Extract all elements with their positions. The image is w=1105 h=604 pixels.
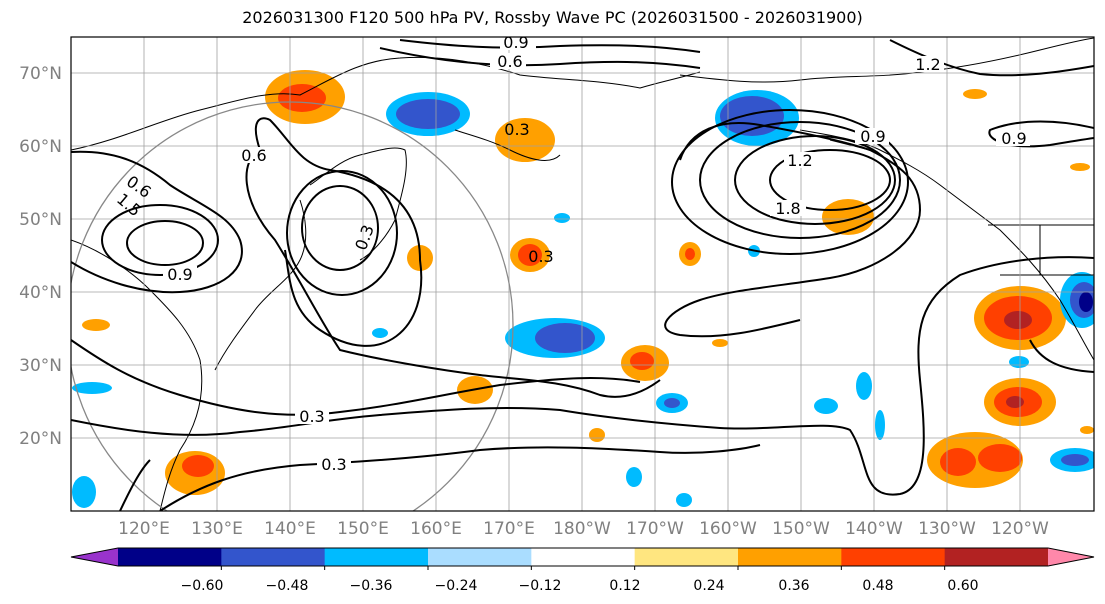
contour-label: 1.8: [775, 199, 800, 218]
influence-circle: [71, 101, 514, 511]
lat-label: 20°N: [19, 429, 62, 449]
colorbar-extend-high: [1048, 548, 1094, 566]
lat-label: 30°N: [19, 356, 62, 376]
lat-label: 70°N: [19, 64, 62, 84]
lat-label: 40°N: [19, 283, 62, 303]
contour-label: 0.6: [497, 52, 522, 71]
colorbar-segment: [221, 548, 326, 566]
lat-label: 60°N: [19, 137, 62, 157]
map-frame: [70, 36, 1095, 512]
lon-label: 120°W: [991, 519, 1049, 539]
colorbar-tick-label: 0.12: [609, 578, 640, 594]
colorbar-segment: [944, 548, 1049, 566]
contour-labels: 0.9 0.6 1.2 0.6 0.3 0.3 0.9 0.9 1.2 1.8 …: [113, 33, 1030, 474]
lat-label: 50°N: [19, 210, 62, 230]
colorbar: [70, 547, 1095, 570]
graticule: [71, 37, 1094, 511]
colorbar-tick-label: −0.60: [181, 578, 224, 594]
contour-label: 0.3: [504, 120, 529, 139]
contour-label: 1.2: [915, 55, 940, 74]
lon-label: 130°W: [918, 519, 976, 539]
colorbar-segment: [324, 548, 429, 566]
colorbar-extend-low: [71, 548, 118, 566]
pv-contours: [71, 39, 1094, 511]
colorbar-outline: [70, 547, 1095, 567]
map-title: 2026031300 F120 500 hPa PV, Rossby Wave …: [242, 8, 863, 27]
colorbar-tick-label: −0.24: [435, 578, 478, 594]
lon-label: 140°E: [264, 519, 316, 539]
colorbar-tick-label: −0.48: [266, 578, 309, 594]
lon-label: 160°E: [410, 519, 462, 539]
lon-label: 150°E: [337, 519, 389, 539]
colorbar-tick-label: 0.60: [947, 578, 978, 594]
contour-label: 0.3: [299, 407, 324, 426]
contour-label: 0.3: [528, 247, 553, 266]
contour-label: 0.3: [321, 455, 346, 474]
colorbar-segment: [841, 548, 946, 566]
positive-anomaly-shading: [82, 70, 1094, 495]
lon-label: 170°E: [483, 519, 535, 539]
contour-label: 0.9: [1001, 129, 1026, 148]
map-area: [71, 37, 1094, 511]
lon-label: 130°E: [191, 519, 243, 539]
colorbar-tick-label: 0.48: [862, 578, 893, 594]
colorbar-segment: [118, 548, 222, 566]
colorbar-tick-labels: −0.60 −0.48 −0.36 −0.24 −0.12 0.12 0.24 …: [181, 578, 979, 594]
lon-label: 150°W: [772, 519, 830, 539]
colorbar-segment: [428, 548, 532, 566]
colorbar-tick-label: 0.36: [778, 578, 809, 594]
latitude-labels: 70°N 60°N 50°N 40°N 30°N 20°N: [19, 64, 62, 449]
longitude-labels: 120°E 130°E 140°E 150°E 160°E 170°E 180°…: [118, 519, 1049, 539]
contour-label: 0.9: [503, 33, 528, 52]
lon-label: 170°W: [626, 519, 684, 539]
contour-label: 0.9: [167, 265, 192, 284]
lon-label: 180°W: [553, 519, 611, 539]
contour-label: 0.9: [860, 127, 885, 146]
lon-label: 160°W: [699, 519, 757, 539]
colorbar-segment: [531, 548, 636, 566]
colorbar-segment: [634, 548, 739, 566]
colorbar-tick-label: −0.36: [350, 578, 393, 594]
contour-label: 0.6: [241, 146, 266, 165]
contour-label: 1.2: [787, 151, 812, 170]
colorbar-tick-label: −0.12: [519, 578, 562, 594]
lon-label: 120°E: [118, 519, 170, 539]
colorbar-tick-label: 0.24: [693, 578, 724, 594]
lon-label: 140°W: [845, 519, 903, 539]
colorbar-segment: [738, 548, 842, 566]
